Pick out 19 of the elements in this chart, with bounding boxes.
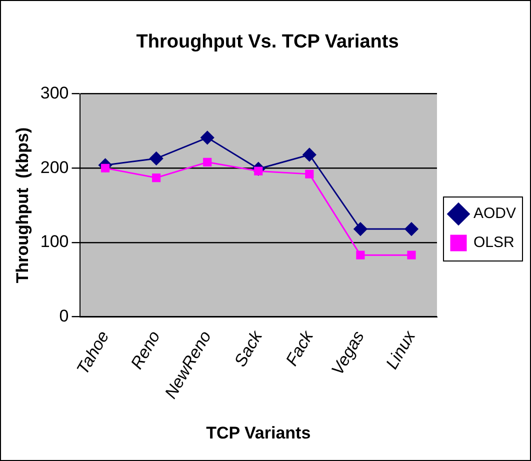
y-tick-label: 300 bbox=[40, 83, 69, 102]
y-tick-label: 200 bbox=[40, 158, 69, 177]
y-tick-label: 0 bbox=[59, 306, 69, 326]
point bbox=[203, 158, 212, 166]
point bbox=[200, 130, 214, 144]
legend-label: AODV bbox=[473, 205, 516, 222]
point bbox=[404, 222, 418, 236]
point bbox=[305, 170, 314, 178]
point bbox=[407, 250, 416, 260]
x-axis-title: TCP Variants bbox=[206, 423, 311, 442]
legend-label: OLSR bbox=[473, 234, 515, 252]
point bbox=[152, 173, 161, 182]
point bbox=[356, 250, 365, 260]
point bbox=[150, 152, 164, 166]
y-tick-label: 100 bbox=[40, 232, 69, 252]
point bbox=[302, 148, 316, 162]
chart-title: Throughput Vs. TCP Variants bbox=[136, 32, 399, 53]
point bbox=[354, 222, 368, 236]
y-axis-title: Throughput (kbps) bbox=[12, 127, 32, 284]
